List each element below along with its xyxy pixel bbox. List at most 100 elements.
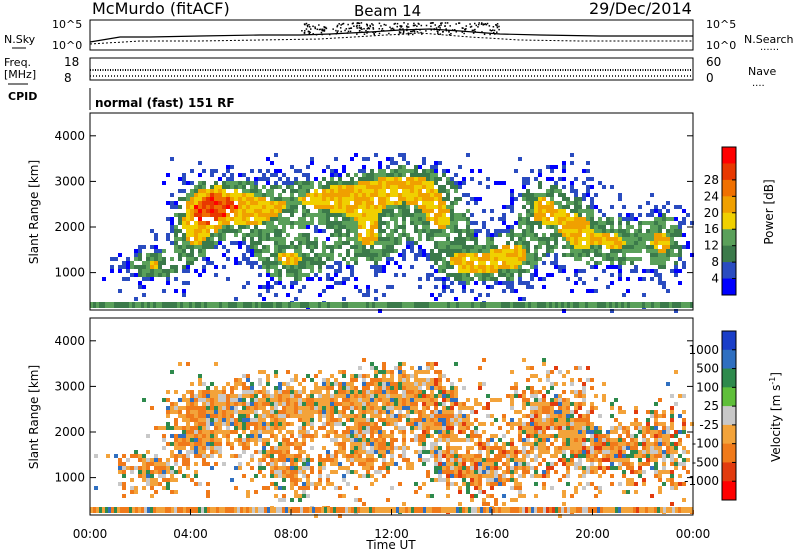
echo-cell — [490, 265, 494, 269]
echo-cell — [466, 398, 470, 402]
echo-cell — [578, 257, 582, 261]
echo-cell — [358, 249, 362, 253]
echo-cell — [382, 474, 386, 478]
echo-cell — [150, 265, 154, 269]
echo-cell — [374, 458, 378, 462]
echo-cell — [466, 422, 470, 426]
echo-cell — [450, 257, 454, 261]
echo-cell — [602, 257, 606, 261]
echo-cell — [210, 205, 214, 209]
echo-cell — [502, 205, 506, 209]
echo-cell — [514, 245, 518, 249]
echo-cell — [426, 257, 430, 261]
echo-cell — [510, 269, 514, 273]
echo-cell — [346, 213, 350, 217]
echo-cell — [270, 470, 274, 474]
echo-cell — [494, 281, 498, 285]
echo-cell — [382, 406, 386, 410]
echo-cell — [138, 273, 142, 277]
echo-cell — [522, 205, 526, 209]
echo-cell — [226, 225, 230, 229]
echo-cell — [210, 446, 214, 450]
echo-cell — [278, 177, 282, 181]
echo-cell — [298, 446, 302, 450]
echo-cell — [386, 498, 390, 502]
echo-cell — [446, 241, 450, 245]
echo-cell — [314, 201, 318, 205]
echo-cell — [586, 289, 590, 293]
echo-cell — [266, 442, 270, 446]
echo-cell — [218, 197, 222, 201]
echo-cell — [546, 205, 550, 209]
echo-cell — [154, 426, 158, 430]
echo-cell — [318, 454, 322, 458]
echo-cell — [266, 213, 270, 217]
echo-cell — [122, 474, 126, 478]
echo-cell — [342, 181, 346, 185]
echo-cell — [546, 209, 550, 213]
echo-cell — [206, 434, 210, 438]
echo-cell — [222, 245, 226, 249]
echo-cell — [186, 221, 190, 225]
noise-point — [497, 23, 499, 25]
echo-cell — [218, 189, 222, 193]
echo-cell — [502, 257, 506, 261]
echo-cell — [518, 277, 522, 281]
echo-cell — [514, 458, 518, 462]
echo-cell — [170, 410, 174, 414]
echo-cell — [438, 205, 442, 209]
echo-cell — [262, 193, 266, 197]
echo-cell — [402, 205, 406, 209]
echo-cell — [530, 474, 534, 478]
echo-cell — [458, 261, 462, 265]
echo-cell — [498, 474, 502, 478]
echo-cell — [522, 297, 526, 301]
echo-cell — [238, 185, 242, 189]
echo-cell — [522, 422, 526, 426]
echo-cell — [370, 434, 374, 438]
echo-cell — [306, 177, 310, 181]
echo-cell — [234, 398, 238, 402]
echo-cell — [482, 257, 486, 261]
echo-cell — [586, 177, 590, 181]
echo-cell — [446, 426, 450, 430]
echo-cell — [426, 173, 430, 177]
echo-cell — [282, 410, 286, 414]
echo-cell — [378, 398, 382, 402]
echo-cell — [326, 386, 330, 390]
echo-cell — [158, 466, 162, 470]
echo-cell — [306, 494, 310, 498]
echo-cell — [454, 173, 458, 177]
echo-cell — [382, 249, 386, 253]
echo-cell — [330, 213, 334, 217]
echo-cell — [672, 302, 675, 308]
echo-cell — [482, 253, 486, 257]
echo-cell — [442, 189, 446, 193]
echo-cell — [274, 474, 278, 478]
echo-cell — [550, 201, 554, 205]
echo-cell — [194, 269, 198, 273]
echo-cell — [302, 221, 306, 225]
echo-cell — [498, 398, 502, 402]
echo-cell — [386, 177, 390, 181]
noise-point — [321, 32, 323, 33]
noise-point — [445, 28, 447, 30]
echo-cell — [414, 374, 418, 378]
echo-cell — [270, 426, 274, 430]
echo-cell — [298, 478, 302, 482]
echo-cell — [306, 430, 310, 434]
echo-cell — [222, 265, 226, 269]
power-heatmap — [90, 153, 694, 313]
echo-cell — [234, 426, 238, 430]
echo-cell — [546, 201, 550, 205]
echo-cell — [454, 386, 458, 390]
echo-cell — [390, 201, 394, 205]
echo-cell — [458, 466, 462, 470]
echo-cell — [482, 221, 486, 225]
echo-cell — [210, 430, 214, 434]
echo-cell — [478, 197, 482, 201]
echo-cell — [334, 402, 338, 406]
echo-cell — [242, 197, 246, 201]
echo-cell — [538, 450, 542, 454]
echo-cell — [202, 450, 206, 454]
